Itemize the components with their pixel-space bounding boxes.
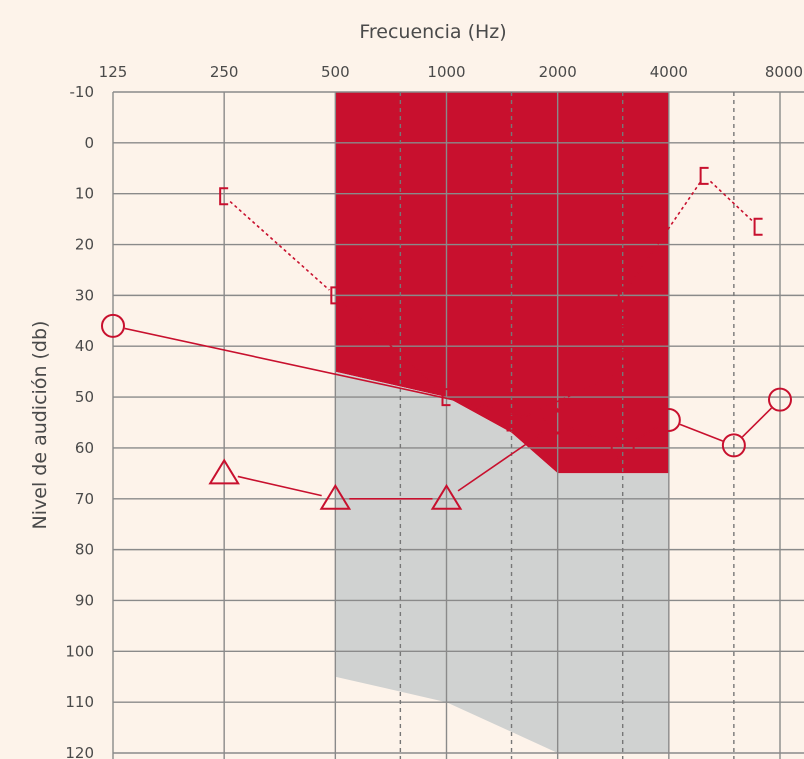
series-1-segment <box>568 426 612 445</box>
bracket-marker <box>617 362 627 381</box>
y-tick-label: 120 <box>65 744 94 759</box>
y-tick-label: 30 <box>75 286 94 304</box>
x-tick-label: 2000 <box>539 63 577 81</box>
triangle-marker <box>430 483 463 510</box>
grid <box>112 91 804 759</box>
y-tick-label: -10 <box>70 83 95 101</box>
x-tick-label: 500 <box>321 63 350 81</box>
x-tick-label: 1000 <box>427 63 465 81</box>
series-1-segment <box>632 425 659 443</box>
series-1-segment <box>741 407 773 438</box>
y-axis-title: Nivel de audición (db) <box>29 321 51 530</box>
y-tick-label: 50 <box>75 388 94 406</box>
series-3-segment <box>709 180 754 222</box>
bracket-marker <box>330 286 340 305</box>
x-tick-label: 8000 <box>765 63 803 81</box>
series-3-segment <box>340 300 442 393</box>
circle-marker <box>610 435 635 460</box>
y-tick-label: 100 <box>65 642 94 660</box>
y-tick-label: 70 <box>75 490 94 508</box>
series-3-segment <box>453 399 505 421</box>
series-1-segment <box>679 423 723 442</box>
circle-marker <box>101 313 125 338</box>
bracket-marker <box>617 286 627 305</box>
x-tick-label: 250 <box>210 63 239 81</box>
speech-zone-region-2 <box>335 371 669 753</box>
series-2-segment <box>457 429 547 492</box>
bracket-marker <box>753 217 763 236</box>
triangle-marker <box>208 458 240 485</box>
series-2-segment <box>237 475 322 497</box>
series-layer <box>101 166 792 510</box>
y-tick-label: 0 <box>84 134 94 152</box>
triangle-marker <box>541 407 574 434</box>
circle-marker <box>656 407 681 432</box>
bracket-marker <box>506 413 516 432</box>
bracket-marker <box>219 187 229 206</box>
circle-marker <box>768 387 792 412</box>
triangle-marker <box>319 483 352 510</box>
circle-marker <box>721 433 746 458</box>
y-tick-label: 80 <box>75 541 94 559</box>
y-tick-label: 60 <box>75 439 94 457</box>
y-tick-label: 10 <box>75 185 94 203</box>
series-1-segment <box>124 327 547 421</box>
y-tick-label: 110 <box>65 693 94 711</box>
tick-labels: 125 250 500 1000 2000 4000 8000 -10 0 10 20 30 40 50 6… <box>65 63 803 759</box>
y-tick-label: 40 <box>75 337 94 355</box>
x-tick-label: 125 <box>99 63 128 81</box>
y-tick-label: 90 <box>75 591 94 609</box>
bracket-marker <box>441 388 451 407</box>
x-axis-title: Frecuencia (Hz) <box>359 21 506 43</box>
x-tick-label: 4000 <box>650 63 688 81</box>
bracket-marker <box>699 166 709 185</box>
y-tick-label: 20 <box>75 236 94 254</box>
speech-zone-regions <box>335 92 669 753</box>
series-3-segment <box>229 200 330 291</box>
speech-zone-region-1 <box>335 92 669 474</box>
